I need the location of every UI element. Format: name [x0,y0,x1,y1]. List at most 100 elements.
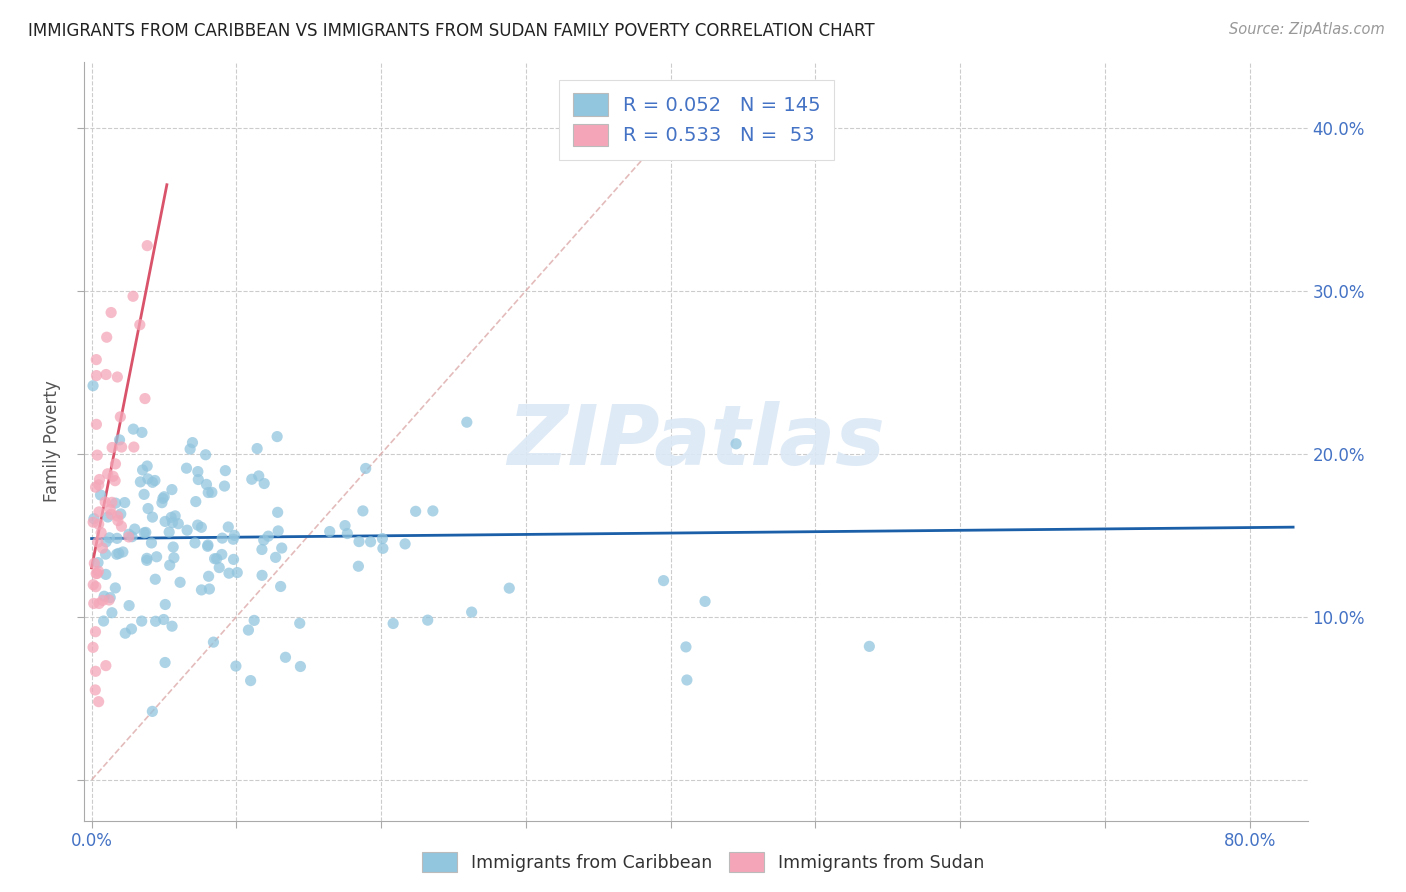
Point [693,594,716,608]
Point [152,491,174,506]
Point [675,640,697,654]
Point [141,475,163,490]
Point [98,593,121,607]
Point [104,457,127,471]
Point [98,531,121,545]
Point [725,437,748,451]
Point [460,605,482,619]
Point [136,458,159,473]
Point [131,614,153,628]
Point [87,535,110,549]
Point [143,572,166,586]
Point [91,593,114,607]
Point [118,527,141,541]
Point [82,378,104,392]
Point [371,532,394,546]
Point [360,534,382,549]
Point [94,567,117,582]
Point [96,330,118,344]
Point [208,560,231,574]
Point [257,529,280,543]
Point [135,525,157,540]
Point [114,495,136,509]
Point [135,551,157,566]
Point [141,536,163,550]
Point [270,579,292,593]
Point [197,485,219,500]
Point [160,619,183,633]
Point [84,682,107,697]
Point [134,392,156,406]
Point [153,490,176,504]
Point [110,409,132,424]
Point [93,614,115,628]
Point [101,495,124,509]
Point [104,581,127,595]
Point [89,488,111,502]
Point [394,537,416,551]
Point [107,514,129,528]
Point [238,623,260,637]
Point [247,469,270,483]
Point [84,665,107,679]
Point [187,518,209,533]
Point [205,551,228,566]
Point [416,613,439,627]
Point [204,551,226,566]
Legend: R = 0.052   N = 145, R = 0.533   N =  53: R = 0.052 N = 145, R = 0.533 N = 53 [560,79,834,160]
Point [82,578,104,592]
Point [253,476,276,491]
Point [190,520,212,534]
Point [246,442,269,456]
Point [84,352,107,367]
Point [187,473,209,487]
Point [97,467,120,481]
Point [87,517,110,532]
Point [131,463,153,477]
Point [169,575,191,590]
Point [222,552,245,566]
Point [162,516,184,530]
Point [162,540,184,554]
Point [94,658,117,673]
Point [101,606,124,620]
Point [184,536,207,550]
Point [94,368,117,382]
Point [110,519,132,533]
Point [250,568,273,582]
Point [163,550,186,565]
Point [165,508,187,523]
Point [84,480,107,494]
Point [176,461,198,475]
Point [87,478,110,492]
Point [87,597,110,611]
Point [354,461,377,475]
Point [211,531,233,545]
Point [128,318,150,332]
Point [124,522,146,536]
Point [422,504,444,518]
Point [201,485,224,500]
Point [352,504,374,518]
Point [89,473,111,487]
Point [100,507,122,521]
Point [136,501,159,516]
Point [129,475,152,489]
Point [114,626,136,640]
Point [160,510,183,524]
Point [122,422,145,436]
Point [82,640,104,655]
Point [333,518,356,533]
Point [264,550,287,565]
Point [676,673,699,687]
Point [250,542,273,557]
Point [198,582,221,596]
Point [145,549,167,564]
Text: ZIPatlas: ZIPatlas [508,401,884,482]
Point [239,673,262,688]
Point [83,512,105,526]
Point [176,523,198,537]
Point [226,566,249,580]
Point [190,582,212,597]
Point [107,509,129,524]
